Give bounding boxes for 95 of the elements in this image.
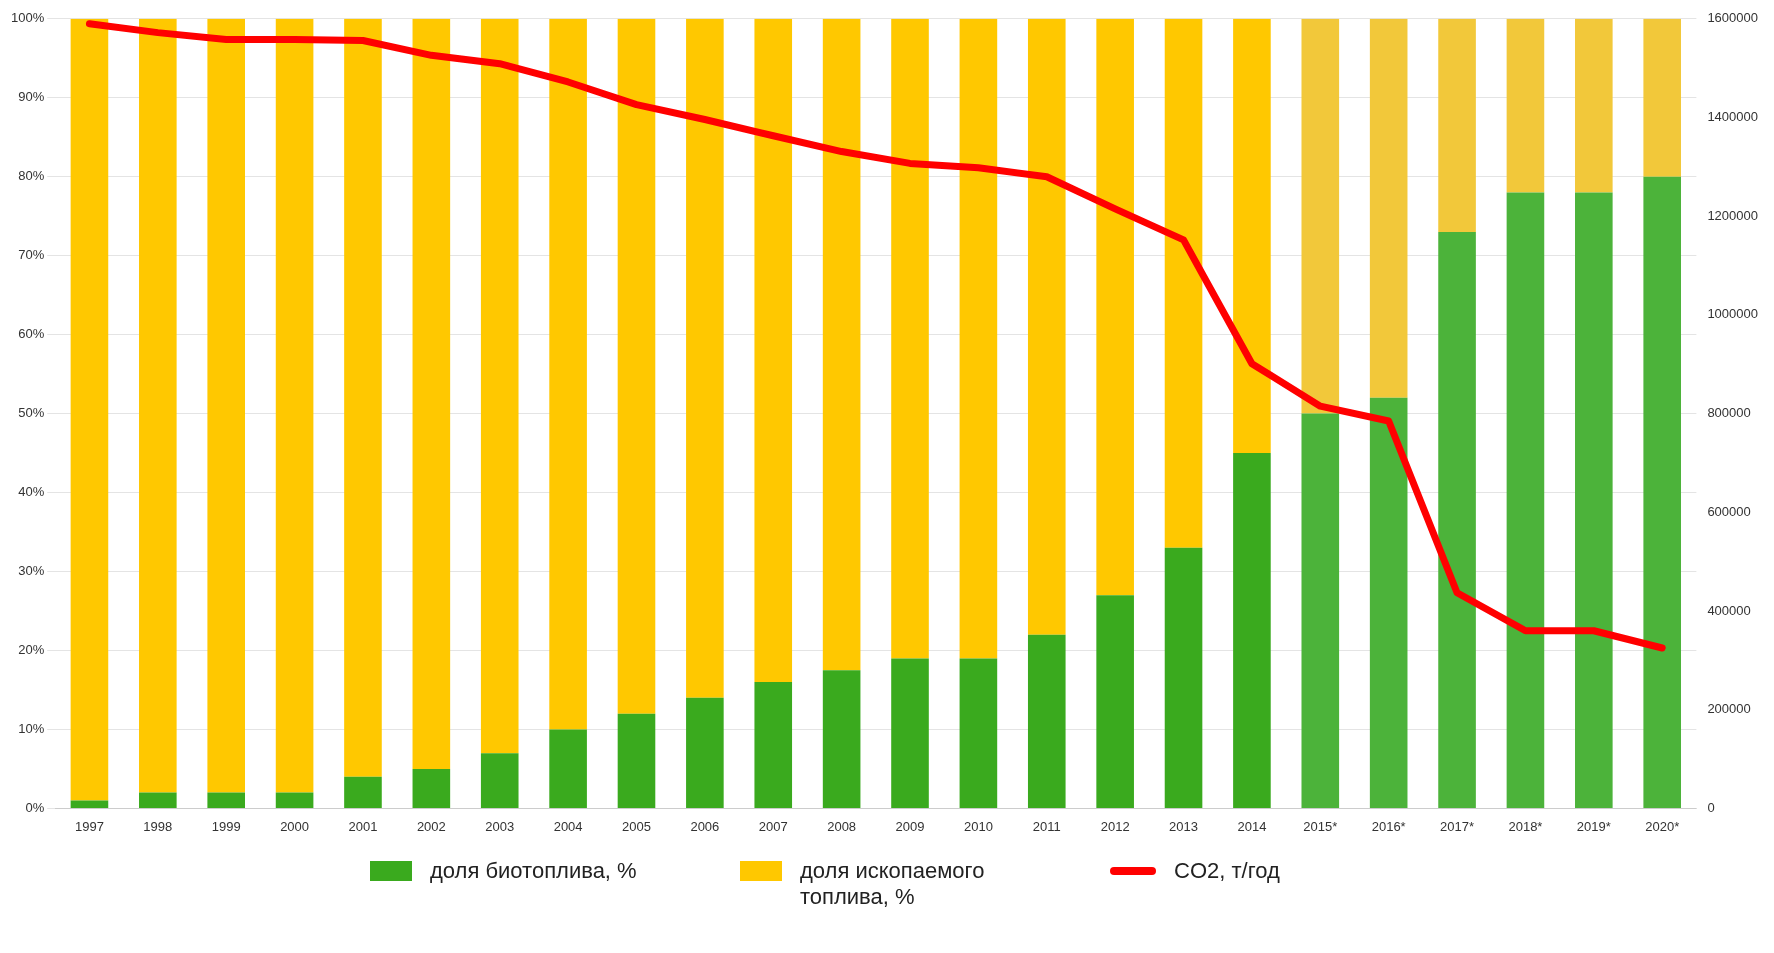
y2-tick-label: 1200000 bbox=[1707, 207, 1759, 223]
bar bbox=[1438, 231, 1476, 808]
bar bbox=[70, 18, 109, 801]
bar bbox=[1575, 192, 1613, 808]
bar bbox=[822, 670, 861, 808]
bar bbox=[1643, 18, 1681, 177]
x-tick-label: 2008 bbox=[827, 818, 857, 834]
bar bbox=[1506, 192, 1545, 808]
x-tick-label: 2001 bbox=[348, 818, 378, 834]
bar bbox=[1643, 176, 1681, 808]
bar bbox=[1575, 18, 1613, 193]
bar bbox=[1301, 18, 1340, 414]
x-tick-label: 2010 bbox=[963, 818, 993, 834]
x-tick-label: 2017* bbox=[1440, 818, 1475, 834]
bar bbox=[344, 776, 382, 808]
x-tick-label: 2004 bbox=[553, 818, 583, 834]
bar bbox=[1164, 18, 1203, 548]
bar bbox=[617, 18, 656, 714]
bar bbox=[1096, 595, 1134, 808]
bar bbox=[1233, 453, 1271, 808]
bar bbox=[207, 792, 246, 808]
bar bbox=[1438, 18, 1476, 232]
y-tick-label: 80% bbox=[18, 168, 45, 184]
bar bbox=[822, 18, 861, 671]
bar bbox=[275, 792, 314, 808]
bar bbox=[1233, 18, 1271, 454]
x-tick-label: 2007 bbox=[758, 818, 788, 834]
bar bbox=[549, 18, 587, 730]
bar bbox=[480, 18, 519, 754]
y-tick-label: 90% bbox=[18, 89, 45, 105]
bar bbox=[686, 697, 724, 808]
y-tick-label: 30% bbox=[18, 563, 45, 579]
x-tick-label: 2005 bbox=[622, 818, 651, 834]
bar bbox=[412, 768, 451, 808]
y-tick-label: 10% bbox=[18, 721, 45, 737]
bar bbox=[891, 18, 929, 659]
bar bbox=[891, 658, 929, 808]
x-tick-label: 2019* bbox=[1576, 818, 1611, 834]
legend-label: доля ископаемого топлива, % bbox=[800, 858, 986, 910]
y2-tick-label: 200000 bbox=[1707, 701, 1751, 717]
bar bbox=[207, 18, 246, 793]
bar bbox=[139, 18, 177, 793]
bar bbox=[1301, 413, 1340, 808]
y-tick-label: 20% bbox=[18, 642, 45, 658]
y2-tick-label: 1400000 bbox=[1707, 109, 1759, 125]
x-tick-label: 2020* bbox=[1645, 818, 1680, 834]
bar bbox=[412, 18, 451, 769]
bar bbox=[1164, 547, 1203, 808]
bar bbox=[1369, 397, 1408, 808]
legend-label: доля биотоплива, % bbox=[430, 858, 638, 884]
bar bbox=[686, 18, 724, 698]
y-tick-label: 0% bbox=[25, 799, 45, 815]
bar bbox=[275, 18, 314, 793]
bar bbox=[754, 682, 793, 808]
y-tick-label: 100% bbox=[11, 10, 45, 26]
y2-tick-label: 1600000 bbox=[1707, 10, 1759, 26]
y-tick-label: 40% bbox=[18, 484, 45, 500]
bar bbox=[959, 18, 998, 659]
y2-tick-label: 400000 bbox=[1707, 602, 1751, 618]
x-tick-label: 2009 bbox=[895, 818, 925, 834]
legend-label: CO2, т/год bbox=[1174, 858, 1281, 884]
bar bbox=[70, 800, 109, 808]
bar bbox=[344, 18, 382, 777]
x-tick-label: 1997 bbox=[74, 818, 104, 834]
x-tick-label: 2011 bbox=[1032, 818, 1061, 834]
x-tick-label: 2000 bbox=[280, 818, 310, 834]
bar bbox=[1027, 18, 1066, 635]
y-tick-label: 60% bbox=[18, 326, 45, 342]
bar bbox=[139, 792, 177, 808]
x-tick-label: 2013 bbox=[1169, 818, 1198, 834]
bar bbox=[549, 729, 587, 808]
bar bbox=[1506, 18, 1545, 193]
y2-tick-label: 800000 bbox=[1707, 405, 1751, 421]
bar bbox=[1369, 18, 1408, 398]
x-tick-label: 2003 bbox=[485, 818, 515, 834]
bar bbox=[617, 713, 656, 808]
x-tick-label: 1998 bbox=[143, 818, 173, 834]
bar bbox=[754, 18, 793, 683]
bar bbox=[480, 753, 519, 808]
y2-tick-label: 600000 bbox=[1707, 503, 1751, 519]
x-tick-label: 2012 bbox=[1100, 818, 1130, 834]
y-tick-label: 70% bbox=[18, 247, 45, 263]
bar bbox=[1027, 634, 1066, 808]
x-tick-label: 2018* bbox=[1508, 818, 1543, 834]
x-tick-label: 2002 bbox=[416, 818, 446, 834]
x-tick-label: 2014 bbox=[1237, 818, 1267, 834]
x-tick-label: 1999 bbox=[211, 818, 241, 834]
bar bbox=[1096, 18, 1134, 596]
y2-tick-label: 1000000 bbox=[1707, 306, 1759, 322]
x-tick-label: 2016* bbox=[1371, 818, 1406, 834]
y2-tick-label: 0 bbox=[1707, 799, 1715, 815]
x-tick-label: 2015* bbox=[1303, 818, 1338, 834]
y-tick-label: 50% bbox=[18, 405, 45, 421]
x-tick-label: 2006 bbox=[690, 818, 720, 834]
bar bbox=[959, 658, 998, 808]
